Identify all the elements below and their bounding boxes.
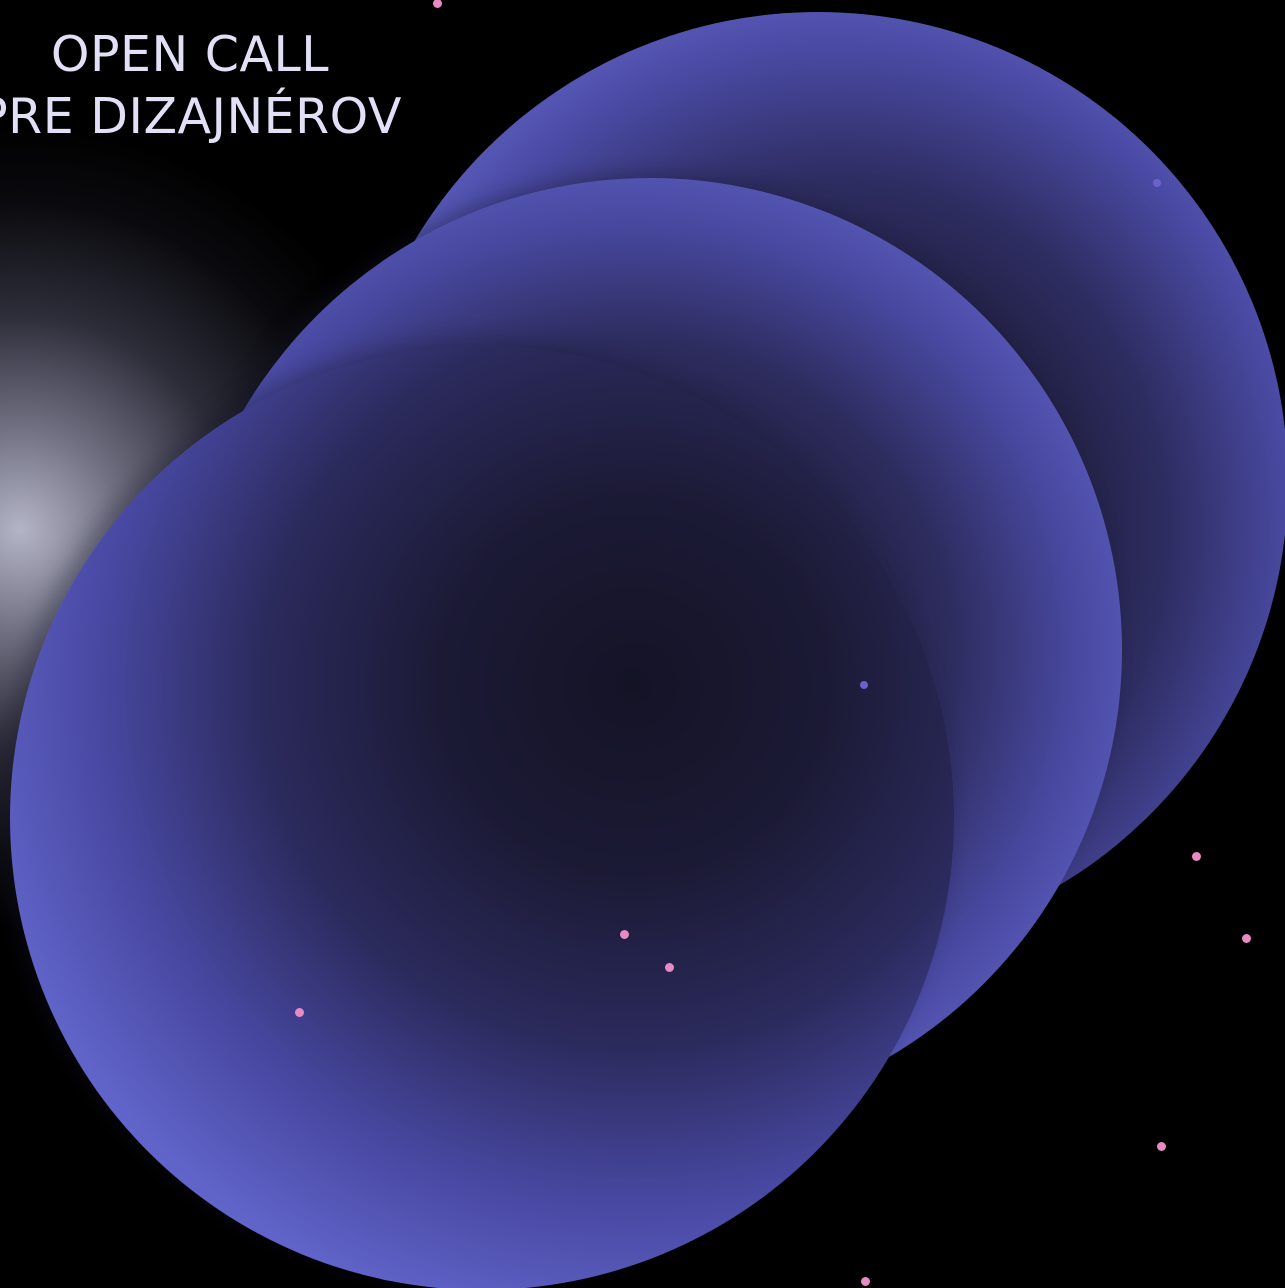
sparkle-dot	[433, 0, 442, 8]
sparkle-dot	[861, 1277, 870, 1286]
sparkle-dot	[1153, 179, 1161, 187]
headline: OPEN CALL PRE DIZAJNÉROV	[0, 24, 440, 148]
sparkle-dot	[1157, 1142, 1166, 1151]
headline-line-2: PRE DIZAJNÉROV	[0, 88, 402, 145]
sparkle-dot	[1192, 852, 1201, 861]
sparkle-dot	[295, 1008, 304, 1017]
sparkle-dot	[665, 963, 674, 972]
sparkle-dot	[1242, 934, 1251, 943]
sparkle-dot	[860, 681, 868, 689]
headline-line-1: OPEN CALL	[50, 26, 330, 83]
sparkle-dot	[620, 930, 629, 939]
orb-front	[10, 346, 954, 1288]
